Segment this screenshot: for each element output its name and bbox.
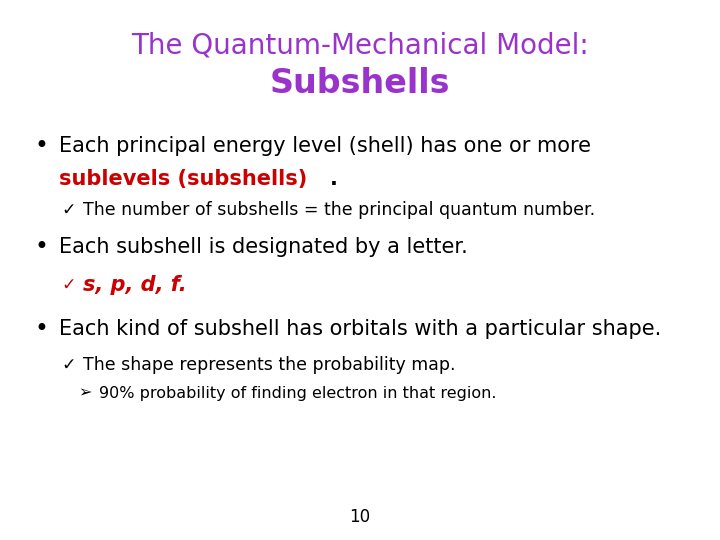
Text: The Quantum-Mechanical Model:: The Quantum-Mechanical Model: xyxy=(131,32,589,60)
Text: ✓: ✓ xyxy=(61,355,76,374)
Text: ➢: ➢ xyxy=(78,386,91,401)
Text: ✓: ✓ xyxy=(61,276,76,294)
Text: Each kind of subshell has orbitals with a particular shape.: Each kind of subshell has orbitals with … xyxy=(59,319,661,340)
Text: ✓: ✓ xyxy=(61,200,76,219)
Text: Each subshell is designated by a letter.: Each subshell is designated by a letter. xyxy=(59,237,468,258)
Text: Subshells: Subshells xyxy=(270,67,450,100)
Text: •: • xyxy=(35,318,49,341)
Text: Each principal energy level (shell) has one or more: Each principal energy level (shell) has … xyxy=(59,136,591,156)
Text: sublevels (subshells): sublevels (subshells) xyxy=(59,169,307,190)
Text: 90% probability of finding electron in that region.: 90% probability of finding electron in t… xyxy=(99,386,497,401)
Text: .: . xyxy=(330,169,338,190)
Text: The shape represents the probability map.: The shape represents the probability map… xyxy=(83,355,455,374)
Text: 10: 10 xyxy=(349,508,371,526)
Text: •: • xyxy=(35,134,49,158)
Text: s, p, d, f.: s, p, d, f. xyxy=(83,275,186,295)
Text: The number of subshells = the principal quantum number.: The number of subshells = the principal … xyxy=(83,200,595,219)
Text: •: • xyxy=(35,235,49,259)
